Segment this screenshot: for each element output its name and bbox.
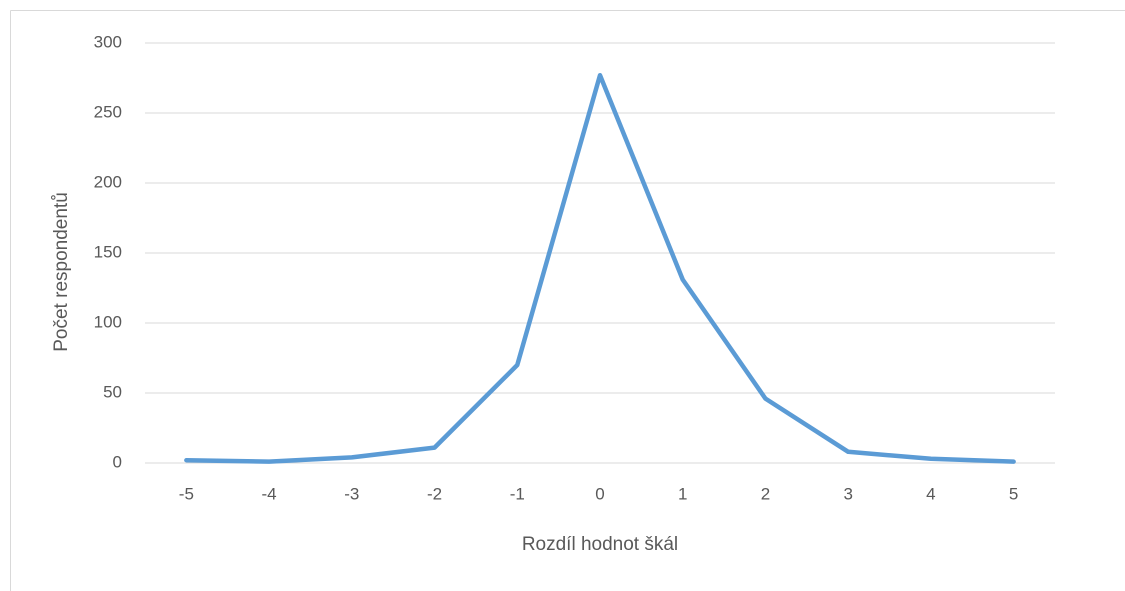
x-tick-label: -1 <box>510 484 525 503</box>
y-axis-title: Počet respondentů <box>51 192 72 352</box>
y-tick-label: 150 <box>94 242 122 261</box>
y-tick-label: 100 <box>94 312 122 331</box>
x-tick-label: -3 <box>344 484 359 503</box>
y-tick-label: 200 <box>94 172 122 191</box>
y-tick-label: 0 <box>113 452 122 471</box>
x-tick-label: -4 <box>262 484 277 503</box>
x-tick-label: -5 <box>179 484 194 503</box>
x-tick-label: 1 <box>678 484 687 503</box>
y-tick-label: 250 <box>94 102 122 121</box>
x-tick-label: 3 <box>843 484 852 503</box>
x-tick-label: 5 <box>1009 484 1018 503</box>
y-tick-label: 50 <box>103 382 122 401</box>
y-tick-label: 300 <box>94 32 122 51</box>
x-tick-label: 4 <box>926 484 935 503</box>
x-tick-label: -2 <box>427 484 442 503</box>
x-tick-label: 0 <box>595 484 604 503</box>
data-line <box>184 72 1016 464</box>
x-tick-label: 2 <box>761 484 770 503</box>
x-axis-title: Rozdíl hodnot škál <box>522 534 678 555</box>
